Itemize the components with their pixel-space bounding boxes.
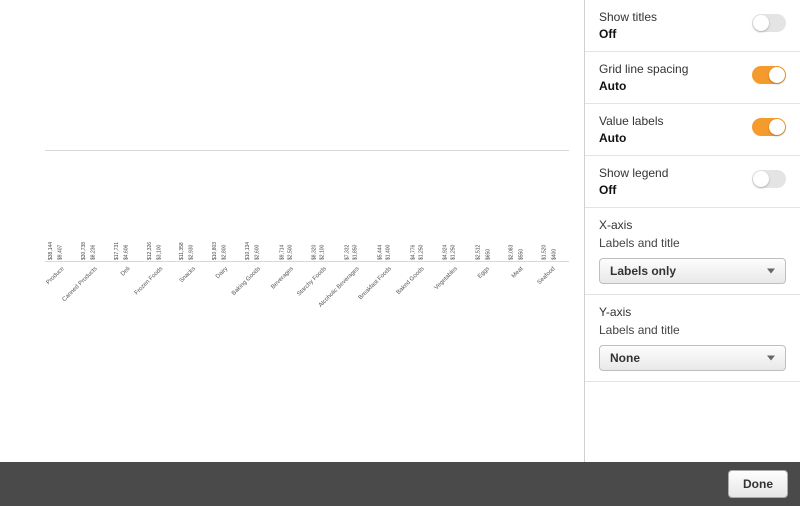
x-label-text: Frozen Foods (133, 266, 163, 296)
bar-value-label: $9,407 (58, 245, 64, 260)
bar-value-label: $1,520 (541, 245, 547, 260)
chevron-down-icon (767, 356, 775, 361)
bar-value-label: $4,924 (443, 245, 449, 260)
x-label-text: Eggs (477, 266, 491, 280)
select-xaxis-value: Labels only (610, 264, 676, 278)
bar-value-label: $5,444 (377, 245, 383, 260)
x-label-text: Snacks (178, 266, 196, 284)
bar-value-label: $4,776 (410, 245, 416, 260)
row-xaxis: X-axis Labels and title Labels only (585, 208, 800, 295)
bar-value-label: $550 (518, 249, 524, 260)
x-label-text: Baked Goods (396, 266, 426, 296)
bar-value-label: $2,100 (320, 245, 326, 260)
footer-bar: Done (0, 462, 800, 506)
bar-value-label: $10,803 (212, 242, 218, 260)
bar-value-label: $2,600 (254, 245, 260, 260)
x-label-text: Breakfast Foods (358, 266, 393, 301)
bar-value-label: $2,930 (189, 245, 195, 260)
done-button-label: Done (743, 477, 773, 491)
row-grid-spacing: Grid line spacing Auto (585, 52, 800, 104)
toggle-knob (769, 67, 785, 83)
bar-value-label: $10,134 (245, 242, 251, 260)
chevron-down-icon (767, 269, 775, 274)
x-label-text: Deli (120, 266, 132, 278)
bar-groups: $38,144 $9,407 $30,738$8,236 $17,731$4,606 $… (45, 150, 569, 262)
bar-value-label: $1,250 (451, 245, 457, 260)
toggle-show-legend[interactable] (752, 170, 786, 188)
x-label-text: Meat (510, 266, 524, 280)
x-label-text: Vegetables (433, 266, 458, 291)
app-root: $38,144 $9,407 $30,738$8,236 $17,731$4,606 $… (0, 0, 800, 462)
x-label-text: Seafood (537, 266, 557, 286)
select-yaxis-value: None (610, 351, 640, 365)
done-button[interactable]: Done (728, 470, 788, 498)
toggle-knob (753, 15, 769, 31)
bar-value-label: $2,083 (508, 245, 514, 260)
xaxis-title: X-axis (599, 218, 786, 232)
row-yaxis: Y-axis Labels and title None (585, 295, 800, 382)
select-yaxis[interactable]: None (599, 345, 786, 371)
bar-value-label: $2,500 (287, 245, 293, 260)
x-label-text: Produce (46, 266, 66, 286)
bar-value-label: $7,332 (344, 245, 350, 260)
bar-value-label: $650 (486, 249, 492, 260)
select-xaxis[interactable]: Labels only (599, 258, 786, 284)
bar-value-label: $1,850 (352, 245, 358, 260)
yaxis-title: Y-axis (599, 305, 786, 319)
bar-value-label: $30,738 (81, 242, 87, 260)
bar-value-label: $9,714 (279, 245, 285, 260)
toggle-grid-spacing[interactable] (752, 66, 786, 84)
bar-value-label: $4,606 (123, 245, 129, 260)
x-label-text: Baking Goods (231, 266, 262, 297)
xaxis-subtitle: Labels and title (599, 236, 786, 250)
chart: $38,144 $9,407 $30,738$8,236 $17,731$4,606 $… (45, 150, 569, 262)
row-show-legend: Show legend Off (585, 156, 800, 208)
row-value-labels: Value labels Auto (585, 104, 800, 156)
bar-value-label: $400 (551, 249, 557, 260)
yaxis-subtitle: Labels and title (599, 323, 786, 337)
bar-value-label: $1,250 (418, 245, 424, 260)
bar-value-label: $8,320 (312, 245, 318, 260)
bar-value-label: $1,400 (385, 245, 391, 260)
bar-value-label: $38,144 (48, 242, 54, 260)
x-label-text: Dairy (215, 266, 229, 280)
bar-value-label: $2,800 (221, 245, 227, 260)
x-label-text: Canned Products (61, 266, 98, 303)
toggle-knob (753, 171, 769, 187)
bar-value-label: $2,512 (475, 245, 481, 260)
bar-value-label: $8,236 (90, 245, 96, 260)
x-label-text: Starchy Foods (296, 266, 328, 298)
toggle-knob (769, 119, 785, 135)
x-label-text: Beverages (270, 266, 295, 291)
bar-value-label: $11,358 (180, 242, 186, 260)
toggle-show-titles[interactable] (752, 14, 786, 32)
bar-value-label: $12,326 (147, 242, 153, 260)
options-panel: Show titles Off Grid line spacing Auto V… (585, 0, 800, 462)
bar-value-label: $3,100 (156, 245, 162, 260)
toggle-value-labels[interactable] (752, 118, 786, 136)
bar-value-label: $17,731 (114, 242, 120, 260)
row-show-titles: Show titles Off (585, 0, 800, 52)
chart-canvas: $38,144 $9,407 $30,738$8,236 $17,731$4,606 $… (0, 0, 585, 462)
